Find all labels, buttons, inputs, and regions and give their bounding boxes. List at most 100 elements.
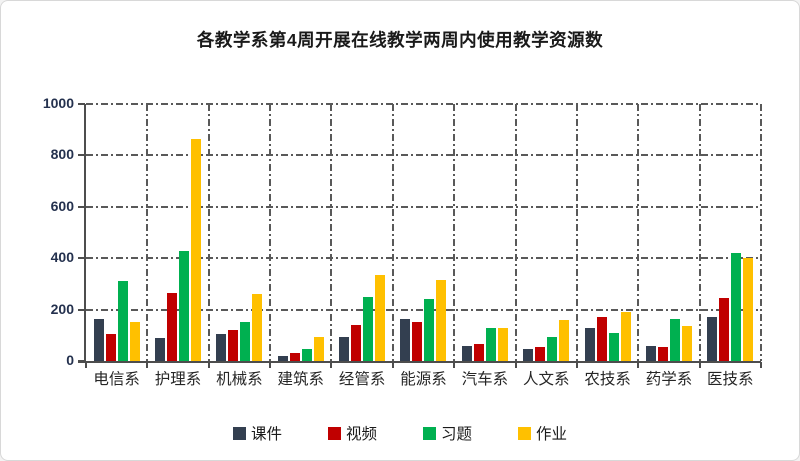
- bar: [129, 322, 140, 361]
- y-axis-tick: [78, 205, 85, 208]
- gridline-horizontal: [86, 308, 761, 311]
- bar: [216, 334, 227, 361]
- y-axis-line: [84, 104, 86, 361]
- x-axis-tick: [85, 362, 87, 368]
- bar: [535, 346, 546, 361]
- bar: [191, 138, 202, 361]
- bar: [596, 317, 607, 361]
- gridline-vertical: [146, 104, 149, 361]
- x-axis-tick: [146, 362, 149, 368]
- gridline-vertical: [698, 104, 701, 361]
- y-axis-tick-label: 600: [50, 197, 74, 214]
- gridline-horizontal: [86, 257, 761, 260]
- gridline-horizontal: [86, 103, 761, 105]
- y-axis-tick-label: 400: [50, 249, 74, 266]
- x-axis-tick: [698, 362, 701, 368]
- y-axis-tick: [78, 308, 85, 311]
- bar: [252, 294, 263, 361]
- gridline-vertical: [453, 104, 456, 361]
- y-axis-tick: [78, 257, 85, 260]
- x-axis-tick: [207, 362, 210, 368]
- bar-group: [577, 104, 638, 361]
- legend-label: 作业: [536, 426, 568, 443]
- bar: [485, 327, 496, 361]
- legend-label: 视频: [345, 426, 377, 443]
- y-axis-tick-label: 1000: [42, 95, 74, 111]
- gridline-vertical: [269, 104, 272, 361]
- y-axis-tick-label: 200: [50, 300, 74, 317]
- bar: [424, 299, 435, 361]
- bar: [461, 345, 472, 361]
- legend-item: 作业: [518, 422, 567, 444]
- x-axis-category-label: 电信系: [93, 371, 140, 388]
- legend-swatch-icon: [423, 426, 436, 440]
- legend-label: 习题: [441, 426, 473, 443]
- bar: [584, 327, 595, 361]
- bar: [363, 296, 374, 361]
- y-axis-tick-label: 800: [50, 146, 74, 163]
- x-axis-category-label: 农技系: [584, 371, 631, 388]
- plot-area: [78, 103, 762, 368]
- bar: [289, 353, 300, 361]
- legend-swatch-icon: [327, 426, 341, 440]
- bar: [731, 253, 742, 361]
- gridline-vertical: [760, 104, 762, 361]
- bar: [523, 349, 534, 361]
- bar: [228, 330, 239, 361]
- bar: [313, 336, 324, 361]
- bar: [339, 336, 350, 361]
- gridline-horizontal: [86, 205, 761, 208]
- gridline-horizontal: [86, 154, 761, 157]
- x-axis-tick: [269, 362, 272, 368]
- bar: [301, 349, 312, 361]
- bar-group: [86, 104, 147, 361]
- x-axis-category-label: 经管系: [338, 371, 386, 388]
- y-axis-tick: [78, 360, 85, 362]
- bar: [719, 298, 730, 361]
- x-axis-line: [78, 361, 761, 363]
- bar: [473, 344, 484, 361]
- legend: 课件 视频 习题 作业: [1, 422, 799, 444]
- x-axis-tick: [453, 362, 456, 368]
- x-axis-category-label: 人文系: [522, 371, 570, 388]
- x-axis-category-label: 机械系: [216, 371, 263, 388]
- x-axis-category-label: 汽车系: [461, 371, 509, 388]
- gridline-vertical: [575, 104, 578, 361]
- bar: [707, 317, 718, 361]
- bar: [155, 337, 166, 361]
- bar-group: [270, 104, 331, 361]
- legend-swatch-icon: [518, 426, 532, 440]
- bar: [620, 312, 631, 361]
- bar: [240, 322, 251, 361]
- gridline-vertical: [391, 104, 394, 361]
- bar: [277, 355, 288, 361]
- x-axis-tick: [330, 362, 333, 368]
- gridline-vertical: [330, 104, 333, 361]
- gridline-vertical: [637, 104, 640, 361]
- bar: [400, 318, 411, 361]
- x-axis-category-label: 护理系: [154, 371, 202, 388]
- legend-item: 习题: [423, 422, 472, 444]
- bar: [93, 318, 104, 361]
- bar-group: [393, 104, 454, 361]
- bar-group: [454, 104, 515, 361]
- bar: [645, 345, 656, 361]
- bar: [375, 274, 386, 361]
- bar: [497, 327, 508, 361]
- x-axis-tick: [391, 362, 394, 368]
- bar: [681, 326, 692, 361]
- bar: [657, 346, 668, 361]
- y-axis-tick-label: 0: [66, 352, 74, 368]
- x-axis-category-label: 建筑系: [277, 371, 325, 388]
- bar-group: [331, 104, 392, 361]
- x-axis-category-label: 能源系: [400, 371, 447, 388]
- chart-title: 各教学系第4周开展在线教学两周内使用教学资源数: [196, 30, 604, 50]
- bar-group: [147, 104, 208, 361]
- bar: [559, 319, 570, 361]
- bar: [167, 292, 178, 361]
- x-axis-tick: [575, 362, 578, 368]
- x-axis-tick: [514, 362, 517, 368]
- bar-group: [209, 104, 270, 361]
- bar-group: [700, 104, 761, 361]
